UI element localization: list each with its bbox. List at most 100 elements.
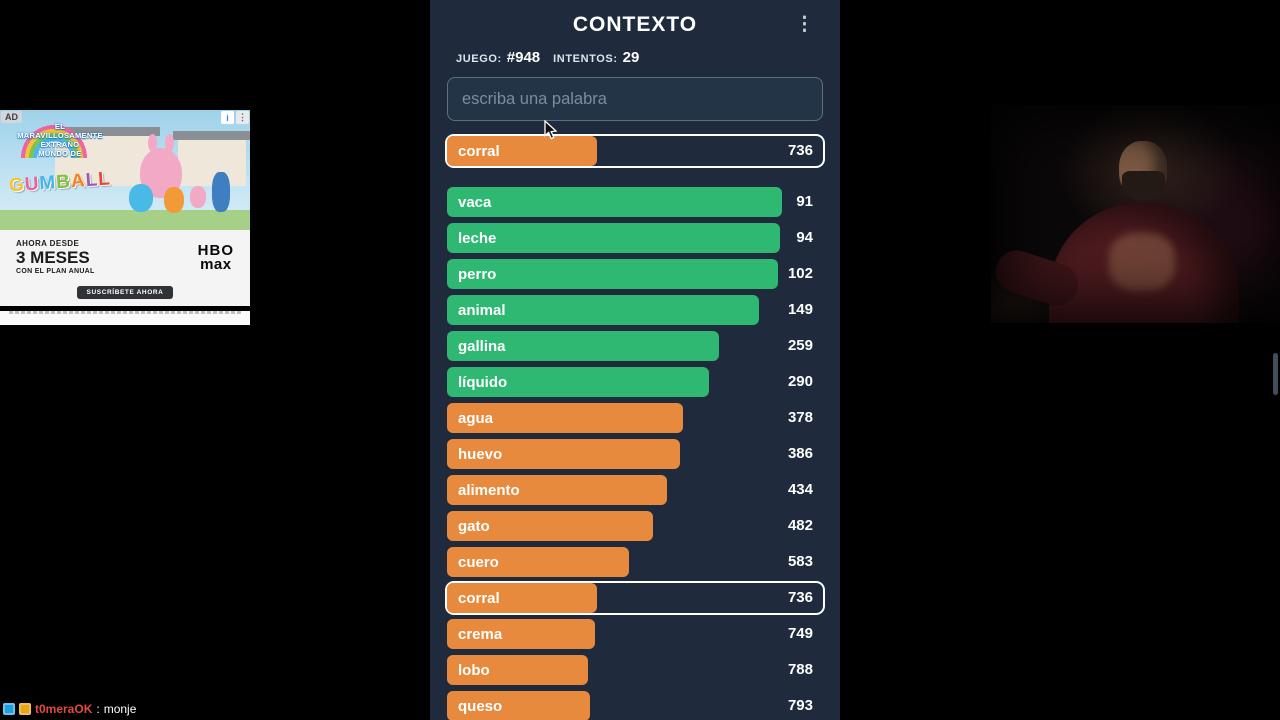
guess-bar: corral [447,136,598,166]
mouse-cursor [544,120,558,140]
guess-row: crema 749 [447,619,823,649]
guess-row: animal 149 [447,295,823,325]
guess-row: cuero 583 [447,547,823,577]
max-logo-text: max [200,256,232,273]
guess-bar: queso [447,691,590,720]
hbo-max-logo: HBO max [197,241,234,273]
guess-rank: 102 [787,265,813,282]
guess-bar: vaca [447,187,782,217]
attempts-label: INTENTOS: [553,53,618,65]
chat-badge-icon [19,703,31,715]
guess-word: cuero [458,553,499,571]
guess-word: corral [458,589,500,607]
ad-badge: AD [1,111,22,123]
ad-offer-section: AHORA DESDE 3 MESES CON EL PLAN ANUAL HB… [0,230,250,286]
chat-separator: : [96,702,100,716]
guess-bar: agua [447,403,684,433]
ad-offer-line: AHORA DESDE [16,239,80,249]
kebab-menu-icon[interactable]: ⋮ [795,14,814,35]
guess-word: alimento [458,481,520,499]
ad-character [212,172,230,212]
guess-bar: lobo [447,655,589,685]
guess-bar: gallina [447,331,719,361]
chat-overlay: t0meraOK : monje [3,702,136,716]
guess-word: queso [458,697,503,715]
rainbow-graphic [12,114,96,158]
guess-word: animal [458,301,506,319]
ad-character [164,187,184,213]
guess-row: leche 94 [447,223,823,253]
guess-rank: 793 [787,697,813,714]
house-graphic [173,131,250,186]
guess-word: huevo [458,445,503,463]
hbo-logo-text: HBO [197,241,234,259]
guess-row: lobo 788 [447,655,823,685]
guess-rank: 94 [796,229,813,246]
guess-rank: 434 [787,481,813,498]
ad-character [190,186,206,208]
ad-cta-row: SUSCRÍBETE AHORA [0,286,250,306]
scrollbar-thumb[interactable] [1273,353,1278,395]
guess-bar: animal [447,295,760,325]
ad-info-icon[interactable]: i [221,111,234,124]
guess-rank: 482 [787,517,813,534]
ad-legal-text [0,311,250,325]
chat-message: monje [103,702,137,716]
guess-rank: 788 [787,661,813,678]
ad-banner[interactable]: AD i ⋮ EL MARAVILLOSAMENTE EXTRAÑO MUNDO… [0,110,250,325]
guess-bar: líquido [447,367,710,397]
guess-row: huevo 386 [447,439,823,469]
subscribe-button[interactable]: SUSCRÍBETE AHORA [76,286,174,299]
ad-show-title: GUMBALL [8,168,112,197]
guess-bar: cuero [447,547,629,577]
guess-word: líquido [458,373,508,391]
chat-username[interactable]: t0meraOK [35,702,93,716]
guess-rank: 378 [787,409,813,426]
guess-row: corral 736 [447,136,823,166]
guess-word: perro [458,265,497,283]
game-stats: JUEGO: #948 INTENTOS: 29 [456,49,840,66]
guess-word: vaca [458,193,492,211]
guess-list: vaca 91 leche 94 perro 102 animal 149 ga… [430,187,840,720]
tagline-line: MUNDO DE [38,149,82,158]
guess-row: queso 793 [447,691,823,720]
guess-rank: 736 [787,142,813,159]
guess-row: vaca 91 [447,187,823,217]
game-number-label: JUEGO: [456,53,502,65]
guess-word: gallina [458,337,506,355]
guess-bar: alimento [447,475,667,505]
ad-offer-line: CON EL PLAN ANUAL [16,267,95,275]
app-header: CONTEXTO ⋮ [430,0,840,37]
webcam-vignette [991,105,1280,323]
guess-bar: crema [447,619,596,649]
ad-show-tagline: EL MARAVILLOSAMENTE EXTRAÑO MUNDO DE [6,122,114,158]
guess-word: corral [458,142,500,160]
guess-word: leche [458,229,497,247]
guess-word: crema [458,625,503,643]
guess-rank: 290 [787,373,813,390]
ad-offer-highlight: 3 MESES [16,248,90,268]
ad-offer: AHORA DESDE 3 MESES CON EL PLAN ANUAL [16,240,95,275]
guess-bar: gato [447,511,654,541]
guess-row: agua 378 [447,403,823,433]
word-input[interactable] [447,77,823,121]
pinned-guess-slot: corral 736 [430,136,840,166]
tagline-line: EL [54,122,66,131]
grass-graphic [0,210,250,230]
ad-options-icon[interactable]: ⋮ [236,111,249,124]
webcam-feed [991,105,1280,323]
tagline-line: EXTRAÑO [40,140,80,149]
guess-rank: 583 [787,553,813,570]
guess-rank: 91 [796,193,813,210]
ad-artwork: EL MARAVILLOSAMENTE EXTRAÑO MUNDO DE GUM… [0,110,250,230]
ad-character [129,184,153,212]
guess-bar: corral [447,583,598,613]
guess-row: perro 102 [447,259,823,289]
guess-row: gato 482 [447,511,823,541]
attempts-value: 29 [622,49,640,66]
guess-rank: 386 [787,445,813,462]
game-number-value: #948 [506,49,541,66]
guess-row: corral 736 [447,583,823,613]
guess-word: agua [458,409,494,427]
